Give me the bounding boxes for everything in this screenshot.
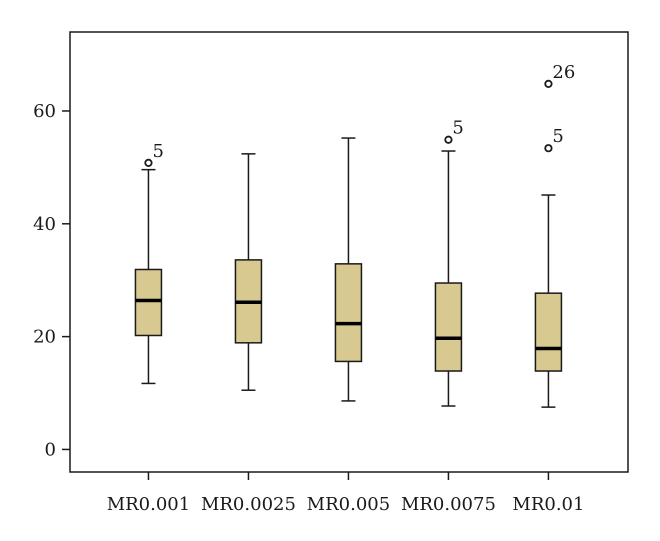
iqr-box (434, 282, 463, 372)
box-MR0.005 (334, 137, 363, 402)
outlier-point (444, 135, 453, 144)
outlier-point (144, 158, 153, 167)
x-axis: MR0.001 MR0.0025 MR0.005 MR0.0075 MR0.01 (107, 472, 584, 515)
y-tick-label: 20 (33, 327, 56, 348)
outlier-label: 26 (552, 62, 575, 83)
outlier-point (544, 144, 553, 153)
y-axis: 0 20 40 60 (33, 101, 70, 460)
box-MR0.01: 5 26 (534, 62, 575, 408)
iqr-box (334, 263, 363, 363)
outlier-label: 5 (552, 126, 563, 147)
x-category-label: MR0.0075 (401, 494, 496, 515)
box-group: 5 5 5 26 (134, 62, 575, 408)
outlier-label: 5 (452, 118, 463, 139)
box-MR0.001: 5 (134, 141, 164, 385)
box-MR0.0025 (234, 153, 263, 391)
y-tick-label: 0 (45, 439, 56, 460)
outlier-point (544, 79, 553, 88)
x-category-label: MR0.0025 (201, 494, 296, 515)
x-category-label: MR0.005 (307, 494, 391, 515)
box-MR0.0075: 5 (434, 118, 464, 407)
iqr-box (134, 268, 163, 337)
y-tick-label: 60 (33, 101, 56, 122)
x-category-label: MR0.01 (512, 494, 584, 515)
x-category-label: MR0.001 (107, 494, 191, 515)
outlier-label: 5 (152, 141, 163, 162)
iqr-box (534, 292, 563, 372)
y-tick-label: 40 (33, 214, 56, 235)
